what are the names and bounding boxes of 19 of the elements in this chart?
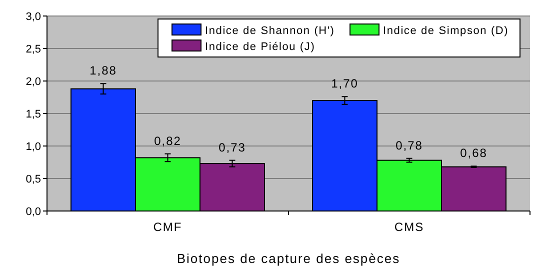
- y-tick-label: 0,5: [26, 173, 41, 186]
- x-tick-label: CMS: [394, 220, 424, 234]
- data-label: 0,78: [396, 138, 423, 152]
- x-axis-title: Biotopes de capture des espèces: [176, 251, 400, 266]
- data-label: 0,68: [460, 146, 488, 160]
- data-label: 0,73: [218, 140, 246, 154]
- data-label: 0,82: [154, 134, 182, 148]
- y-tick-label: 2,5: [26, 43, 41, 56]
- y-tick-label: 2,0: [26, 76, 41, 88]
- y-tick-label: 1,0: [26, 140, 41, 153]
- data-label: 1,88: [90, 64, 117, 78]
- data-label: 1,70: [331, 76, 358, 91]
- y-tick-label: 0,0: [26, 206, 41, 218]
- x-tick-label: CMF: [153, 220, 182, 234]
- legend-label: Indice de Simpson (D): [383, 25, 509, 37]
- y-tick-label: 3,0: [26, 10, 41, 23]
- legend-label: Indice de Piélou (J): [205, 41, 316, 53]
- y-tick-label: 1,5: [26, 108, 41, 120]
- legend-label: Indice de Shannon (H'): [205, 25, 335, 37]
